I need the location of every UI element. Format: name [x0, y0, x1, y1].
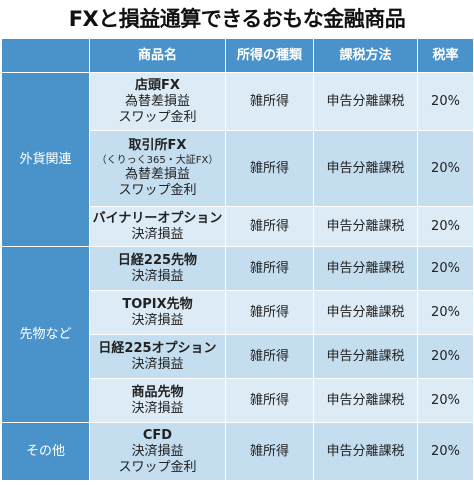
product-name: CFD	[142, 427, 173, 443]
tax-method-cell: 申告分離課税	[313, 130, 418, 207]
tax-method-cell: 申告分離課税	[313, 378, 418, 423]
product-line: 決済損益	[131, 312, 184, 328]
income-type-cell: 雑所得	[225, 422, 314, 481]
product-line: スワップ金利	[118, 183, 197, 198]
tax-method-cell: 申告分離課税	[313, 334, 418, 379]
product-line: スワップ金利	[118, 459, 197, 475]
income-type-cell: 雑所得	[225, 72, 314, 131]
tax-rate-cell: 20%	[417, 334, 474, 379]
header-income-type: 所得の種類	[225, 38, 314, 73]
category-futures: 先物など	[1, 246, 90, 423]
product-line: 為替差損益	[124, 167, 190, 182]
header-category-cell	[1, 38, 90, 73]
product-cell: 店頭FX 為替差損益 スワップ金利	[89, 72, 226, 131]
table-row: その他 CFD 決済損益 スワップ金利 雑所得 申告分離課税 20%	[1, 422, 474, 481]
product-cell: バイナリーオプション 決済損益	[89, 206, 226, 247]
product-name: バイナリーオプション	[92, 210, 223, 226]
category-fx: 外貨関連	[1, 72, 90, 247]
table-row: 取引所FX （くりっく365・大証FX） 為替差損益 スワップ金利 雑所得 申告…	[2, 130, 474, 207]
page-title: FXと損益通算できるおもな金融商品	[68, 7, 406, 31]
product-line: 決済損益	[131, 356, 184, 372]
tax-rate-cell: 20%	[417, 422, 474, 481]
tax-method-cell: 申告分離課税	[313, 246, 418, 291]
products-table: 商品名 所得の種類 課税方法 税率 外貨関連 店頭FX 為替差損益 スワップ金利…	[1, 38, 474, 481]
table-row: 外貨関連 店頭FX 為替差損益 スワップ金利 雑所得 申告分離課税 20%	[1, 72, 474, 247]
tax-method-cell: 申告分離課税	[313, 206, 418, 247]
tax-method-cell: 申告分離課税	[313, 422, 418, 481]
income-type-cell: 雑所得	[225, 334, 314, 379]
header-product: 商品名	[89, 38, 226, 73]
category-other: その他	[1, 422, 90, 481]
income-type-cell: 雑所得	[225, 246, 314, 291]
product-name: TOPIX先物	[122, 296, 193, 312]
product-name: 日経225先物	[117, 252, 198, 268]
tax-rate-cell: 20%	[417, 378, 474, 423]
product-cell: CFD 決済損益 スワップ金利	[89, 422, 226, 481]
product-name: 店頭FX	[135, 77, 180, 93]
tax-rate-cell: 20%	[417, 72, 474, 131]
tax-method-cell: 申告分離課税	[313, 72, 418, 131]
product-name: 商品先物	[131, 384, 184, 400]
income-type-cell: 雑所得	[225, 378, 314, 423]
table-row: TOPIX先物 決済損益 雑所得 申告分離課税 20%	[2, 290, 474, 335]
product-cell: TOPIX先物 決済損益	[89, 290, 226, 335]
product-subtitle: （くりっく365・大証FX）	[96, 155, 219, 166]
product-line: スワップ金利	[118, 109, 197, 125]
product-name: 取引所FX	[128, 138, 187, 153]
header-tax-method: 課税方法	[313, 38, 418, 73]
tax-rate-cell: 20%	[417, 290, 474, 335]
header-tax-rate: 税率	[417, 38, 474, 73]
product-cell: 商品先物 決済損益	[89, 378, 226, 423]
header-row: 商品名 所得の種類 課税方法 税率	[1, 38, 474, 73]
income-type-cell: 雑所得	[225, 290, 314, 335]
product-line: 決済損益	[131, 400, 184, 416]
tax-rate-cell: 20%	[417, 206, 474, 247]
tax-method-cell: 申告分離課税	[313, 290, 418, 335]
product-line: 為替差損益	[124, 93, 190, 109]
product-line: 決済損益	[131, 268, 184, 284]
table-row: バイナリーオプション 決済損益 雑所得 申告分離課税 20%	[2, 206, 474, 247]
product-cell: 日経225オプション 決済損益	[89, 334, 226, 379]
table-row: 日経225オプション 決済損益 雑所得 申告分離課税 20%	[2, 334, 474, 379]
income-type-cell: 雑所得	[225, 130, 314, 207]
product-line: 決済損益	[131, 443, 184, 459]
table-row: 商品先物 決済損益 雑所得 申告分離課税 20%	[2, 378, 474, 423]
tax-rate-cell: 20%	[417, 130, 474, 207]
tax-rate-cell: 20%	[417, 246, 474, 291]
table-row: 先物など 日経225先物 決済損益 雑所得 申告分離課税 20%	[1, 246, 474, 423]
product-cell: 取引所FX （くりっく365・大証FX） 為替差損益 スワップ金利	[89, 130, 226, 207]
income-type-cell: 雑所得	[225, 206, 314, 247]
product-name: 日経225オプション	[98, 340, 217, 356]
product-cell: 日経225先物 決済損益	[89, 246, 226, 291]
product-line: 決済損益	[131, 226, 184, 242]
